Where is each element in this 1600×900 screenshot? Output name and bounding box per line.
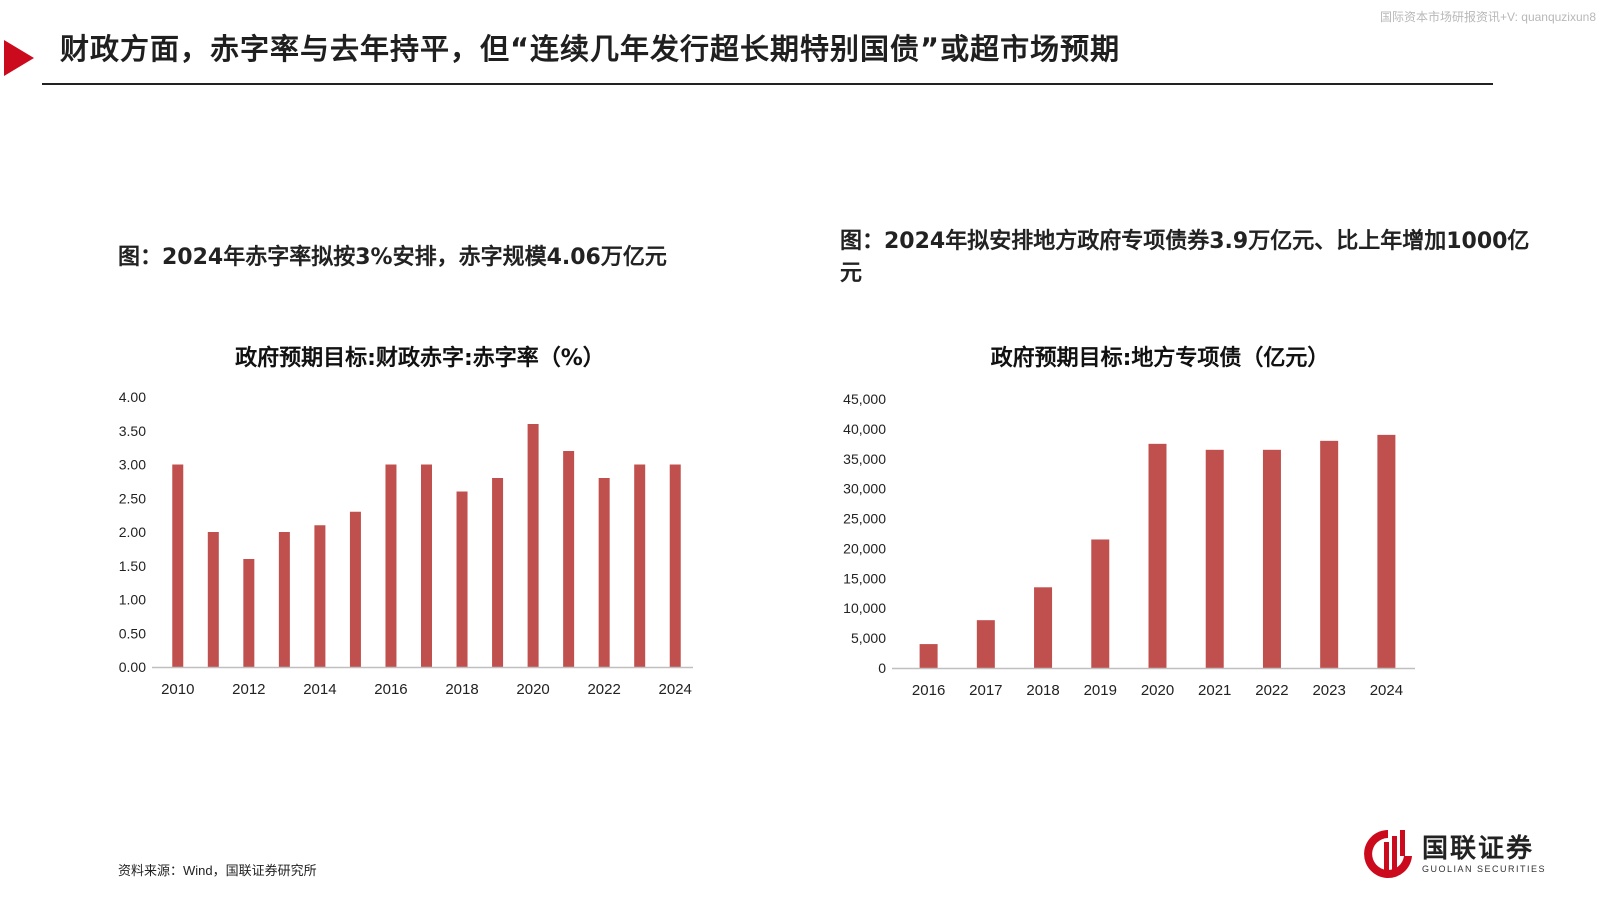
right-chart-caption: 图：2024年拟安排地方政府专项债券3.9万亿元、比上年增加1000亿元 (840, 229, 1530, 286)
bar-2021 (1205, 449, 1224, 668)
watermark: 国际资本市场研报资讯+V: quanquzixun8 (1380, 10, 1596, 24)
x-tick-label: 2010 (161, 681, 194, 698)
title-divider (42, 83, 1493, 85)
bar-2022 (598, 478, 610, 667)
y-tick-label: 45,000 (843, 391, 886, 407)
x-tick-label: 2016 (912, 682, 945, 699)
chart-title: 政府预期目标:地方专项债（亿元） (990, 346, 1330, 371)
special-bond-plot: 0 5,000 10,000 15,000 20,000 25,000 30,000 35,0… (843, 391, 1415, 699)
x-tick-label: 2024 (659, 681, 692, 698)
bar-2022 (1262, 449, 1281, 668)
bar-2014 (314, 525, 326, 667)
y-tick-label: 1.00 (119, 592, 146, 608)
bar-2016 (919, 644, 938, 668)
bar-2013 (278, 532, 290, 667)
x-tick-label: 2019 (1084, 682, 1117, 699)
x-tick-label: 2012 (232, 681, 265, 698)
x-tick-label: 2018 (1026, 682, 1059, 699)
bar-2017 (421, 464, 432, 667)
deficit-rate-plot: 0.00 0.50 1.00 1.50 2.00 2.50 3.00 3.50 4.00 2010… (119, 389, 693, 698)
x-tick-label: 2022 (587, 681, 620, 698)
y-tick-label: 0.00 (119, 659, 146, 675)
page-title: 财政方面，赤字率与去年持平，但“连续几年发行超长期特别国债”或超市场预期 (60, 32, 1121, 66)
x-tick-label: 2020 (516, 681, 549, 698)
y-tick-label: 10,000 (843, 600, 886, 616)
bar-2011 (207, 532, 219, 667)
bar-2018 (456, 491, 468, 667)
left-chart-caption: 图：2024年赤字率拟按3%安排，赤字规模4.06万亿元 (118, 245, 667, 270)
x-tick-label: 2020 (1141, 682, 1174, 699)
x-tick-label: 2024 (1370, 682, 1403, 699)
company-logo: 国联证券 GUOLIAN SECURITIES (1360, 826, 1560, 886)
y-tick-label: 20,000 (843, 540, 886, 556)
x-tick-label: 2016 (374, 681, 407, 698)
x-tick-label: 2018 (445, 681, 478, 698)
y-tick-label: 0.50 (119, 625, 146, 641)
bar-2021 (563, 451, 575, 667)
special-bond-chart: 政府预期目标:地方专项债（亿元） 0 5,000 10,000 15,000 20,00… (840, 340, 1480, 720)
y-tick-label: 5,000 (851, 630, 886, 646)
y-tick-label: 40,000 (843, 421, 886, 437)
x-tick-label: 2017 (969, 682, 1002, 699)
y-tick-label: 30,000 (843, 481, 886, 497)
x-tick-label: 2021 (1198, 682, 1231, 699)
y-tick-label: 35,000 (843, 451, 886, 467)
y-tick-label: 4.00 (119, 389, 146, 405)
bar-2023 (634, 464, 646, 667)
logo-icon (1364, 830, 1412, 878)
bar-2018 (1034, 587, 1053, 668)
y-tick-label: 3.00 (119, 457, 146, 473)
bar-2019 (492, 478, 504, 667)
bar-2019 (1091, 539, 1110, 668)
y-tick-label: 3.50 (119, 423, 146, 439)
bar-2012 (243, 559, 255, 667)
bar-2010 (172, 464, 184, 667)
x-tick-label: 2023 (1312, 682, 1345, 699)
chart-title: 政府预期目标:财政赤字:赤字率（%） (235, 346, 605, 371)
y-tick-label: 25,000 (843, 511, 886, 527)
bar-2020 (1148, 443, 1167, 668)
y-tick-label: 15,000 (843, 570, 886, 586)
y-tick-label: 2.00 (119, 524, 146, 540)
logo-name-en: GUOLIAN SECURITIES (1422, 864, 1547, 874)
title-arrow-icon (4, 40, 34, 76)
source-note: 资料来源：Wind，国联证券研究所 (118, 863, 317, 878)
bar-2023 (1320, 440, 1339, 668)
bar-2024 (669, 464, 681, 667)
bar-2017 (976, 620, 995, 668)
x-tick-label: 2014 (303, 681, 336, 698)
y-tick-label: 2.50 (119, 490, 146, 506)
y-tick-label: 0 (878, 660, 886, 676)
bar-2020 (527, 424, 539, 667)
x-tick-label: 2022 (1255, 682, 1288, 699)
logo-name: 国联证券 (1422, 834, 1535, 864)
bar-2015 (349, 511, 361, 667)
bar-2016 (385, 464, 397, 667)
deficit-rate-chart: 政府预期目标:财政赤字:赤字率（%） 0.00 0.50 1.00 1.50 2.00 2… (100, 340, 740, 720)
y-tick-label: 1.50 (119, 558, 146, 574)
bar-2024 (1377, 434, 1396, 668)
